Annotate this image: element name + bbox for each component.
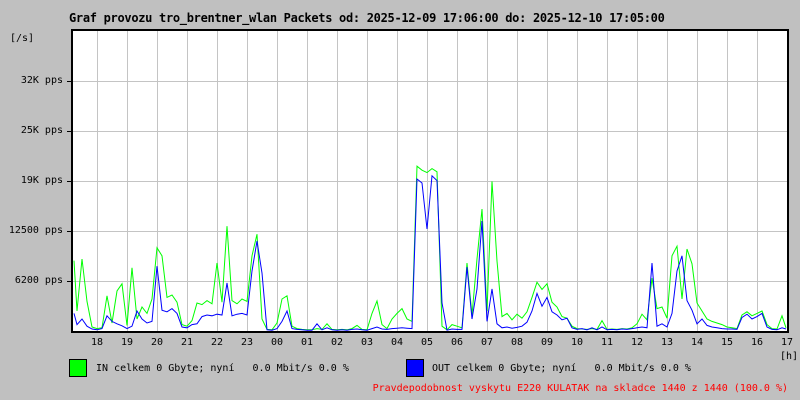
x-tick-label: 00 (270, 337, 284, 348)
x-tick-label: 16 (750, 337, 764, 348)
x-tick-label: 03 (360, 337, 374, 348)
x-tick-label: 20 (150, 337, 164, 348)
availability-note: Pravdepodobnost vyskytu E220 KULATAK na … (372, 383, 788, 394)
legend-out-swatch (406, 359, 424, 377)
graph-title: Graf provozu tro_brentner_wlan Packets o… (69, 11, 665, 25)
x-tick-label: 02 (330, 337, 344, 348)
x-axis-unit-label: [h] (779, 351, 798, 362)
y-tick-label: 6200 pps (14, 275, 63, 286)
x-tick-label: 08 (510, 337, 524, 348)
y-tick-label: 32K pps (20, 75, 63, 86)
x-tick-label: 23 (240, 337, 254, 348)
y-axis-unit-label: [/s] (10, 33, 35, 44)
x-tick-label: 14 (690, 337, 704, 348)
y-tick-label: 25K pps (20, 125, 63, 136)
series-in-line (73, 165, 787, 331)
x-tick-label: 06 (450, 337, 464, 348)
x-tick-label: 07 (480, 337, 494, 348)
x-tick-label: 01 (300, 337, 314, 348)
x-tick-label: 05 (420, 337, 434, 348)
legend-in-swatch (69, 359, 87, 377)
x-tick-label: 22 (210, 337, 224, 348)
x-tick-label: 21 (180, 337, 194, 348)
x-tick-label: 13 (660, 337, 674, 348)
x-tick-label: 15 (720, 337, 734, 348)
x-tick-label: 10 (570, 337, 584, 348)
y-tick-label: 12500 pps (8, 225, 63, 236)
x-tick-label: 04 (390, 337, 404, 348)
series-out-line (73, 174, 787, 331)
x-tick-label: 09 (540, 337, 554, 348)
x-tick-label: 18 (90, 337, 104, 348)
x-tick-label: 12 (630, 337, 644, 348)
legend-out-label: OUT celkem 0 Gbyte; nyní 0.0 Mbit/s 0.0 … (432, 363, 691, 374)
x-tick-label: 11 (600, 337, 614, 348)
legend-in-label: IN celkem 0 Gbyte; nyní 0.0 Mbit/s 0.0 % (96, 363, 349, 374)
x-tick-label: 19 (120, 337, 134, 348)
x-tick-label: 17 (780, 337, 794, 348)
y-tick-label: 19K pps (20, 175, 63, 186)
